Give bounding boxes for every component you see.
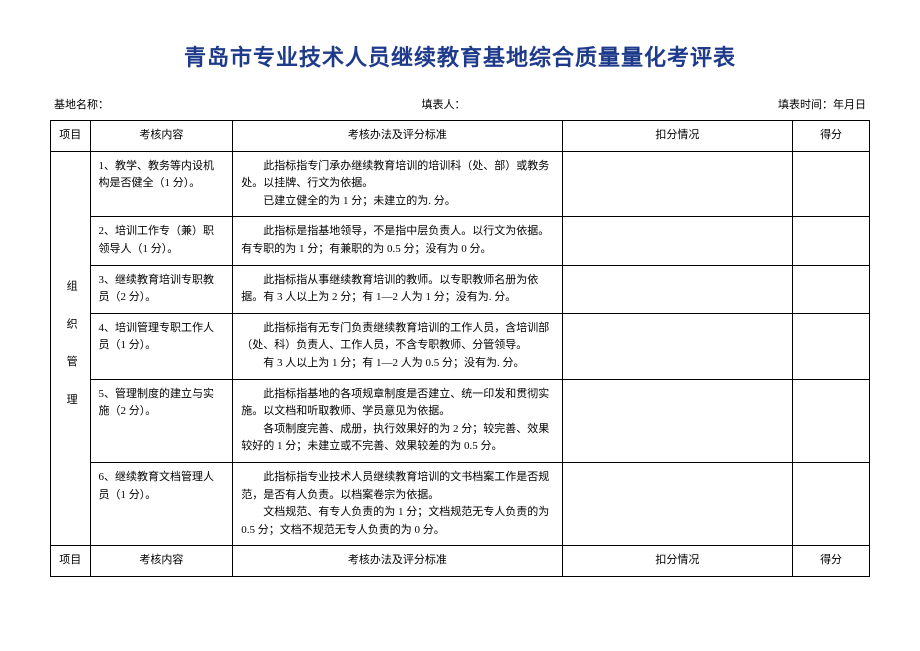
deduct-cell <box>562 217 793 265</box>
table-row: 2、培训工作专（兼）职领导人（1 分）。 此指标是指基地领导，不是指中层负责人。… <box>51 217 870 265</box>
table-footer-row: 项目 考核内容 考核办法及评分标准 扣分情况 得分 <box>51 546 870 577</box>
score-cell <box>793 217 870 265</box>
table-row: 4、培训管理专职工作人员（1 分）。 此指标指有无专门负责继续教育培训的工作人员… <box>51 313 870 379</box>
header-deduct: 扣分情况 <box>562 121 793 152</box>
method-cell: 此指标指从事继续教育培训的教师。以专职教师名册为依据。有 3 人以上为 2 分；… <box>233 265 562 313</box>
deduct-cell <box>562 462 793 545</box>
evaluation-table: 项目 考核内容 考核办法及评分标准 扣分情况 得分 组 织 管 理 1、教学、教… <box>50 120 870 577</box>
table-row: 5、管理制度的建立与实施（2 分）。 此指标指基地的各项规章制度是否建立、统一印… <box>51 379 870 462</box>
table-row: 6、继续教育文档管理人员（1 分）。 此指标指专业技术人员继续教育培训的文书档案… <box>51 462 870 545</box>
table-header-row: 项目 考核内容 考核办法及评分标准 扣分情况 得分 <box>51 121 870 152</box>
score-cell <box>793 313 870 379</box>
content-cell: 6、继续教育文档管理人员（1 分）。 <box>90 462 233 545</box>
footer-deduct: 扣分情况 <box>562 546 793 577</box>
score-cell <box>793 462 870 545</box>
header-method: 考核办法及评分标准 <box>233 121 562 152</box>
meta-row: 基地名称： 填表人： 填表时间：年月日 <box>50 96 870 112</box>
content-cell: 4、培训管理专职工作人员（1 分）。 <box>90 313 233 379</box>
method-cell: 此指标指基地的各项规章制度是否建立、统一印发和贯彻实施。以文档和听取教师、学员意… <box>233 379 562 462</box>
header-project: 项目 <box>51 121 91 152</box>
header-score: 得分 <box>793 121 870 152</box>
method-cell: 此指标是指基地领导，不是指中层负责人。以行文为依据。有专职的为 1 分；有兼职的… <box>233 217 562 265</box>
deduct-cell <box>562 265 793 313</box>
footer-score: 得分 <box>793 546 870 577</box>
deduct-cell <box>562 379 793 462</box>
content-cell: 3、继续教育培训专职教员（2 分）。 <box>90 265 233 313</box>
base-name-label: 基地名称： <box>54 96 109 112</box>
content-cell: 5、管理制度的建立与实施（2 分）。 <box>90 379 233 462</box>
footer-method: 考核办法及评分标准 <box>233 546 562 577</box>
date-label: 填表时间：年月日 <box>778 96 866 112</box>
filler-label: 填表人： <box>422 96 466 112</box>
content-cell: 2、培训工作专（兼）职领导人（1 分）。 <box>90 217 233 265</box>
method-cell: 此指标指专业技术人员继续教育培训的文书档案工作是否规范，是否有人负责。以档案卷宗… <box>233 462 562 545</box>
footer-project: 项目 <box>51 546 91 577</box>
table-row: 3、继续教育培训专职教员（2 分）。 此指标指从事继续教育培训的教师。以专职教师… <box>51 265 870 313</box>
table-row: 组 织 管 理 1、教学、教务等内设机构是否健全（1 分）。 此指标指专门承办继… <box>51 151 870 217</box>
score-cell <box>793 151 870 217</box>
score-cell <box>793 265 870 313</box>
group-cell: 组 织 管 理 <box>51 151 91 546</box>
deduct-cell <box>562 151 793 217</box>
method-cell: 此指标指专门承办继续教育培训的培训科（处、部）或教务处。以挂牌、行文为依据。已建… <box>233 151 562 217</box>
method-cell: 此指标指有无专门负责继续教育培训的工作人员，含培训部（处、科）负责人、工作人员，… <box>233 313 562 379</box>
header-content: 考核内容 <box>90 121 233 152</box>
page-title: 青岛市专业技术人员继续教育基地综合质量量化考评表 <box>50 40 870 72</box>
content-cell: 1、教学、教务等内设机构是否健全（1 分）。 <box>90 151 233 217</box>
footer-content: 考核内容 <box>90 546 233 577</box>
deduct-cell <box>562 313 793 379</box>
score-cell <box>793 379 870 462</box>
